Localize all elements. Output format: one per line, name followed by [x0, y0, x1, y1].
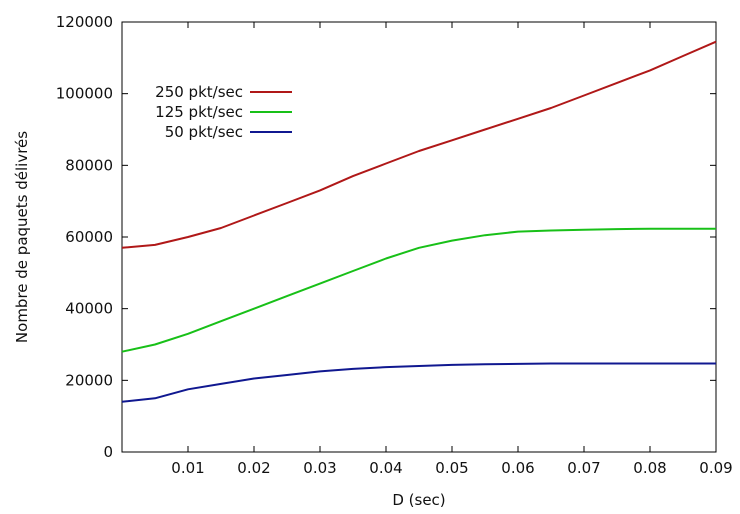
y-tick-label: 20000: [65, 371, 113, 389]
series-line: [121, 362, 716, 403]
x-tick-label: 0.08: [633, 459, 666, 477]
y-tick-label: 100000: [56, 85, 113, 103]
x-tick-label: 0.01: [171, 459, 204, 477]
y-axis-title: Nombre de paquets délivrés: [13, 131, 31, 343]
x-tick-label: 0.05: [435, 459, 468, 477]
y-tick-label: 120000: [56, 13, 113, 31]
y-axis: 0 20000 40000 60000 80000 100000 120000: [56, 13, 716, 461]
x-tick-label: 0.04: [369, 459, 402, 477]
x-axis: 0.01 0.02 0.03 0.04 0.05 0.06 0.07 0.08 0.09: [171, 22, 733, 477]
x-tick-label: 0.07: [567, 459, 600, 477]
legend-label: 250 pkt/sec: [155, 83, 243, 101]
legend: 250 pkt/sec 125 pkt/sec 50 pkt/sec: [155, 83, 292, 141]
x-axis-title: D (sec): [392, 491, 445, 509]
legend-label: 125 pkt/sec: [155, 103, 243, 121]
legend-label: 50 pkt/sec: [165, 123, 243, 141]
y-tick-label: 40000: [65, 300, 113, 318]
x-tick-label: 0.03: [303, 459, 336, 477]
y-tick-label: 60000: [65, 228, 113, 246]
x-tick-label: 0.02: [237, 459, 270, 477]
y-tick-label: 0: [103, 443, 113, 461]
y-tick-label: 80000: [65, 156, 113, 174]
series-lines: [121, 40, 717, 403]
series-line: [121, 227, 716, 353]
x-tick-label: 0.06: [501, 459, 534, 477]
series-line: [121, 40, 717, 249]
x-tick-label: 0.09: [699, 459, 732, 477]
